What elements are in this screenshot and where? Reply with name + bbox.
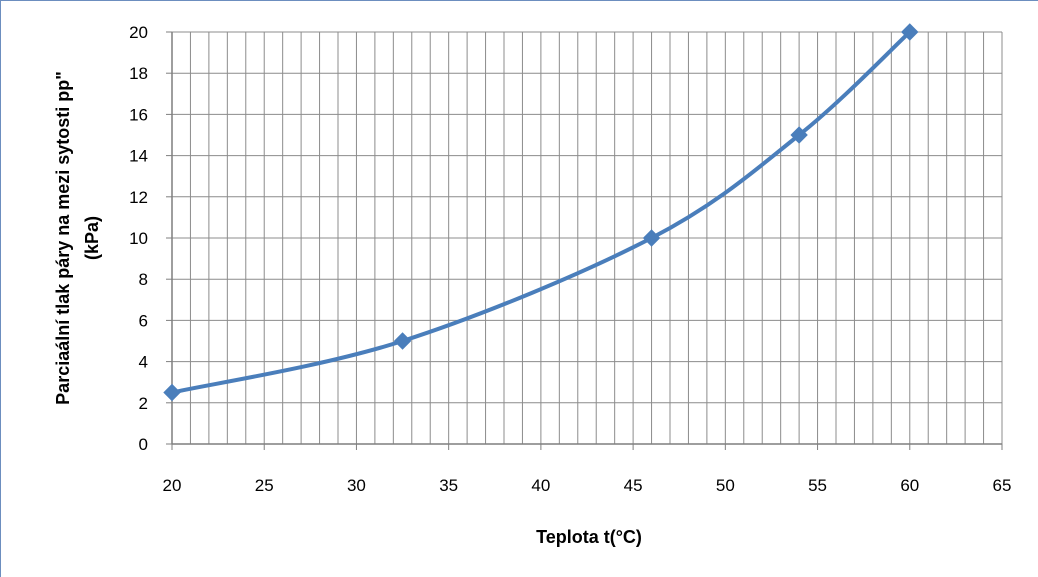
data-point-marker [790,126,808,144]
y-tick-label: 12 [129,188,148,207]
y-tick-label: 0 [139,435,148,454]
data-point-marker [642,229,661,247]
data-point-marker [393,332,412,350]
x-tick-labels: 20 25 30 35 40 45 50 55 60 65 [163,476,1012,495]
x-tick-label: 20 [163,476,182,495]
series-line [170,30,912,395]
data-series [163,23,919,402]
y-tick-label: 4 [139,353,148,372]
x-tick-label: 40 [531,476,550,495]
y-tick-label: 16 [129,105,148,124]
x-axis-title: Teplota t(°C) [536,527,642,547]
y-axis-title-line1: Parciaální tlak páry na mezi sytosti pp" [53,71,73,405]
y-tick-labels: 0 2 4 6 8 10 12 14 16 18 20 [129,23,148,454]
axes [166,31,1003,450]
x-tick-label: 35 [439,476,458,495]
y-axis-title-line2: (kPa) [82,216,102,260]
x-tick-label: 25 [255,476,274,495]
x-tick-label: 50 [716,476,735,495]
data-point-marker [901,23,919,41]
x-tick-label: 55 [808,476,827,495]
y-tick-label: 6 [139,311,148,330]
y-tick-label: 14 [129,147,148,166]
x-tick-label: 45 [624,476,643,495]
y-tick-label: 2 [139,394,148,413]
y-tick-label: 20 [129,23,148,42]
y-tick-label: 10 [129,229,148,248]
y-tick-label: 8 [139,270,148,289]
x-tick-label: 30 [347,476,366,495]
y-tick-label: 18 [129,64,148,83]
data-point-marker [163,383,181,402]
x-tick-label: 60 [900,476,919,495]
x-tick-label: 65 [993,476,1012,495]
grid-lines [172,31,1003,444]
